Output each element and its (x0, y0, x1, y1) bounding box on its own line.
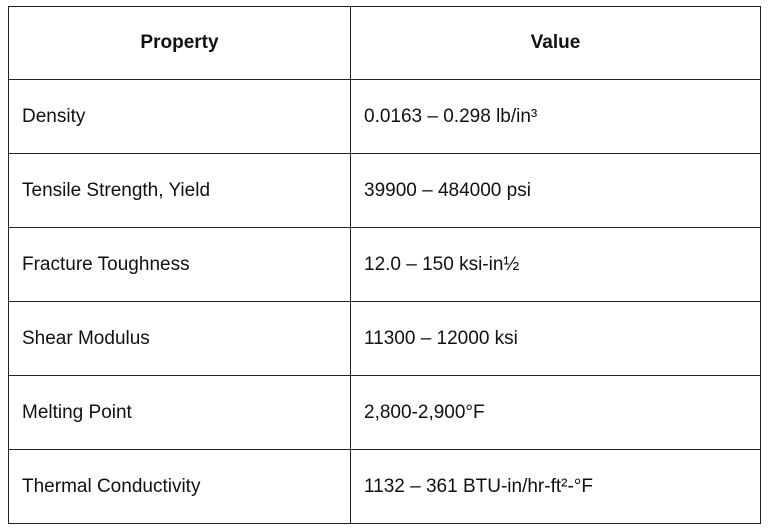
property-cell: Tensile Strength, Yield (8, 153, 351, 228)
value-cell: 2,800-2,900°F (350, 375, 761, 450)
property-table-container: Property Value Density 0.0163 – 0.298 lb… (8, 6, 761, 524)
property-table: Property Value Density 0.0163 – 0.298 lb… (8, 6, 761, 524)
header-value: Value (350, 6, 761, 80)
table-row: Density 0.0163 – 0.298 lb/in³ (8, 79, 761, 154)
table-row: Fracture Toughness 12.0 – 150 ksi-in½ (8, 227, 761, 302)
value-cell: 11300 – 12000 ksi (350, 301, 761, 376)
header-property: Property (8, 6, 351, 80)
table-header-row: Property Value (8, 6, 761, 80)
property-cell: Thermal Conductivity (8, 449, 351, 524)
table-row: Shear Modulus 11300 – 12000 ksi (8, 301, 761, 376)
value-cell: 0.0163 – 0.298 lb/in³ (350, 79, 761, 154)
table-row: Tensile Strength, Yield 39900 – 484000 p… (8, 153, 761, 228)
value-cell: 12.0 – 150 ksi-in½ (350, 227, 761, 302)
value-cell: 39900 – 484000 psi (350, 153, 761, 228)
table-row: Melting Point 2,800-2,900°F (8, 375, 761, 450)
property-cell: Melting Point (8, 375, 351, 450)
property-cell: Shear Modulus (8, 301, 351, 376)
property-cell: Density (8, 79, 351, 154)
property-cell: Fracture Toughness (8, 227, 351, 302)
table-row: Thermal Conductivity 1132 – 361 BTU-in/h… (8, 449, 761, 524)
value-cell: 1132 – 361 BTU-in/hr-ft²-°F (350, 449, 761, 524)
